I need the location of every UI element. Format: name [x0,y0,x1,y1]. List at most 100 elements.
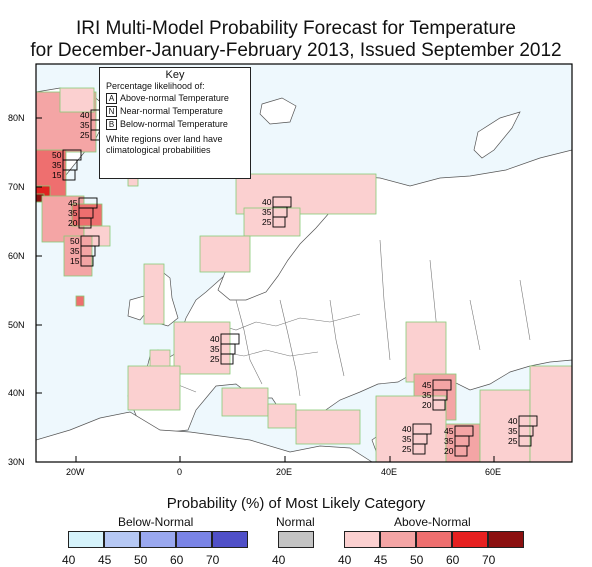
marker-value: 35 [68,208,78,218]
lon-label-20w: 20W [66,467,85,477]
key-letter-a: A [106,93,117,104]
legend-box-above [488,531,524,548]
lat-label-30n: 30N [8,457,25,467]
marker-bar [432,399,446,411]
marker-value: 25 [262,217,272,227]
marker-value: 40 [508,416,518,426]
cell-above-40 [143,263,165,325]
legend-above-label: Above-Normal [394,515,471,529]
legend-box-below [104,531,140,548]
marker-value: 15 [70,256,80,266]
legend-box-above [452,531,488,548]
cell-above-40 [295,409,361,445]
marker-value: 40 [80,110,90,120]
legend-box-normal [278,531,314,548]
key-row-below: B Below-normal Temperature [100,118,250,131]
legend-tick-below: 45 [98,553,112,567]
legend-box-below [140,531,176,548]
marker-value: 40 [210,334,220,344]
lat-label-80n: 80N [8,113,25,123]
marker-value: 50 [52,150,62,160]
map-frame [35,63,573,463]
axis-ticks [36,117,495,462]
legend-normal-label: Normal [276,515,315,529]
marker-value: 25 [80,130,90,140]
lat-label-50n: 50N [8,320,25,330]
key-note-line1: White regions over land have [106,134,223,144]
land-masses [35,87,573,463]
forecast-cells [35,87,573,463]
marker-value: 25 [402,444,412,454]
marker-value: 35 [262,207,272,217]
marker-value: 40 [402,424,412,434]
marker-value: 25 [210,354,220,364]
lon-label-20e: 20E [276,467,292,477]
legend-tick-above: 40 [338,553,352,567]
marker-value: 50 [70,236,80,246]
africa-land [35,411,374,463]
cell-above-40 [127,365,181,411]
legend-tick-above: 70 [482,553,496,567]
cell-above-40 [529,365,573,463]
legend-tick-normal: 40 [272,553,286,567]
marker-value: 45 [444,426,454,436]
novaya-zemlya-land [473,111,521,159]
lat-label-60n: 60N [8,251,25,261]
marker-bar [454,445,468,457]
lat-label-40n: 40N [8,388,25,398]
key-letter-b: B [106,119,117,130]
key-label-near: Near-normal Temperature [120,106,223,116]
legend-box-above [416,531,452,548]
cell-above-50 [75,295,85,307]
marker-value: 20 [422,400,432,410]
lon-label-60e: 60E [485,467,501,477]
cell-above-40 [243,207,301,237]
legend-below-label: Below-Normal [118,515,194,529]
marker-value: 35 [210,344,220,354]
cell-above-40 [221,387,269,417]
cell-above-40 [267,403,297,429]
legend-tick-above: 50 [410,553,424,567]
legend-tick-above: 60 [446,553,460,567]
svalbard-land [259,97,297,125]
cell-above-40 [405,321,447,383]
legend-box-above [344,531,380,548]
marker-value: 40 [262,197,272,207]
legend-tick-below: 60 [170,553,184,567]
key-title: Key [165,69,185,81]
key-label-above: Above-normal Temperature [120,93,229,103]
legend-tick-below: 40 [62,553,76,567]
marker-value: 15 [52,170,62,180]
marker-bar [220,353,234,365]
cell-above-40 [375,395,447,463]
legend-title: Probability (%) of Most Likely Category [166,495,426,512]
marker-value: 35 [444,436,454,446]
legend-tick-below: 50 [134,553,148,567]
marker-value: 45 [68,198,78,208]
legend-tick-below: 70 [206,553,220,567]
map-key: Key Percentage likelihood of: A Above-no… [99,67,251,179]
legend-box-below [176,531,212,548]
marker-value: 45 [422,380,432,390]
key-label-below: Below-normal Temperature [120,119,228,129]
marker-value: 35 [422,390,432,400]
marker-bar [272,216,286,228]
map-title-line2: for December-January-February 2013, Issu… [30,40,562,61]
key-note-line2: climatological probabilities [106,145,211,155]
marker-bar [78,217,92,229]
marker-value: 20 [444,446,454,456]
map-title-line1: IRI Multi-Model Probability Forecast for… [76,18,516,39]
marker-bar [518,435,532,447]
lon-label-0: 0 [177,467,182,477]
marker-value: 35 [508,426,518,436]
forecast-markers: 4035255035154535205035154035254035254535… [52,109,538,457]
marker-value: 35 [52,160,62,170]
